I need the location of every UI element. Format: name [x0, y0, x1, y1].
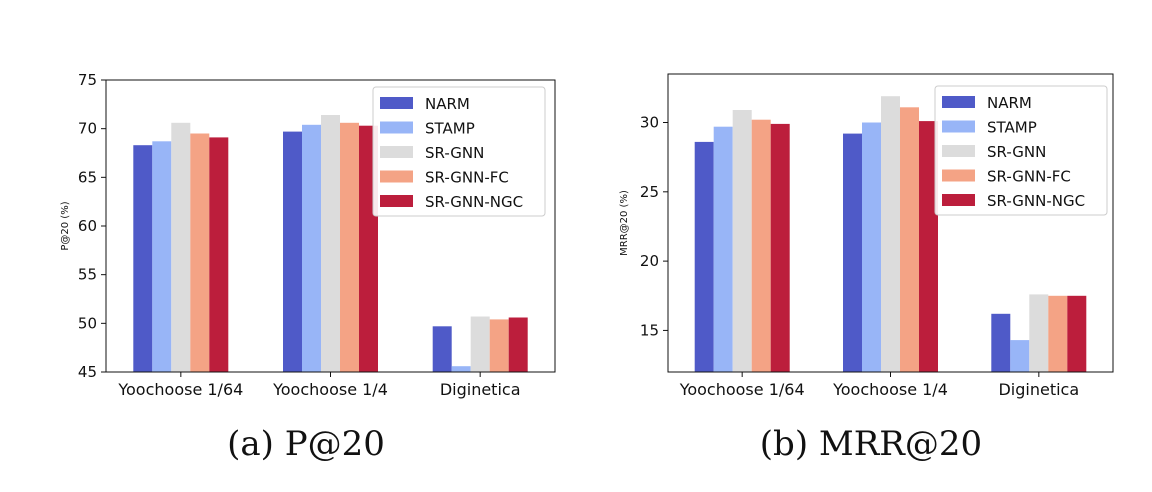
legend-swatch	[942, 145, 975, 157]
x-tick-label: Yoochoose 1/4	[272, 380, 388, 399]
y-axis-label: MRR@20 (%)	[619, 190, 630, 256]
legend-label: SR-GNN	[425, 144, 484, 162]
legend-box	[372, 86, 546, 217]
bar-stamp-2	[451, 366, 471, 372]
legend-swatch	[380, 170, 413, 183]
legend-swatch	[380, 97, 413, 109]
bar-sr-gnn-2	[1029, 294, 1049, 372]
bar-narm-0	[133, 145, 153, 372]
chart-mrr20: 15 20 25 30 Yoochoose 1/64 Yoochoose 1/4 Digin…	[619, 73, 1114, 464]
legend-box	[934, 85, 1108, 216]
x-tick-label: Diginetica	[998, 380, 1079, 399]
legend-swatch	[942, 194, 975, 206]
x-tick-label: Diginetica	[440, 380, 521, 399]
legend-swatch	[942, 96, 975, 108]
bar-sr-gnn-ngc-0	[209, 137, 229, 372]
y-tick-label: 45	[78, 363, 97, 381]
legend: NARM STAMP SR-GNN SR-GNN-FC SR-GNN-NGC	[934, 85, 1108, 216]
x-tick-label: Yoochoose 1/4	[832, 380, 948, 399]
legend-label: STAMP	[987, 119, 1037, 137]
bar-sr-gnn-fc-0	[190, 133, 210, 372]
legend-label: STAMP	[425, 120, 475, 138]
legend-label: SR-GNN-FC	[425, 169, 509, 187]
y-tick-label: 70	[78, 120, 97, 138]
bar-narm-1	[843, 133, 862, 372]
chart-caption: (b) MRR@20	[760, 424, 982, 464]
y-tick-label: 60	[78, 217, 97, 235]
y-tick-label: 25	[640, 183, 659, 201]
legend-label: SR-GNN-NGC	[425, 193, 523, 211]
bar-narm-0	[694, 141, 714, 372]
legend-label: SR-GNN	[987, 143, 1046, 161]
bar-sr-gnn-fc-1	[340, 122, 359, 372]
legend-swatch	[380, 146, 413, 158]
bar-sr-gnn-1	[881, 96, 900, 372]
bar-narm-2	[991, 313, 1011, 372]
y-axis-label: P@20 (%)	[60, 201, 71, 250]
y-tick-label: 30	[640, 114, 659, 132]
x-tick-label: Yoochoose 1/64	[117, 380, 243, 399]
legend-swatch	[380, 195, 413, 207]
legend-label: SR-GNN-FC	[987, 168, 1071, 186]
bar-sr-gnn-0	[732, 110, 752, 372]
y-tick-label: 50	[78, 314, 97, 332]
bar-sr-gnn-fc-0	[751, 119, 771, 372]
legend-label: NARM	[987, 94, 1032, 112]
bar-sr-gnn-ngc-2	[508, 317, 528, 372]
bar-sr-gnn-0	[171, 122, 191, 372]
bar-narm-1	[283, 131, 302, 372]
y-tick-label: 75	[78, 71, 97, 89]
bar-stamp-2	[1010, 340, 1030, 372]
x-tick-label: Yoochoose 1/64	[679, 380, 805, 399]
legend-swatch	[942, 120, 975, 133]
chart-caption: (a) P@20	[227, 424, 385, 464]
bar-sr-gnn-ngc-1	[919, 121, 938, 372]
bar-sr-gnn-fc-2	[1048, 295, 1068, 372]
bar-stamp-1	[302, 124, 321, 372]
bar-sr-gnn-ngc-0	[770, 123, 790, 373]
legend-label: SR-GNN-NGC	[987, 192, 1085, 210]
legend: NARM STAMP SR-GNN SR-GNN-FC SR-GNN-NGC	[372, 86, 546, 217]
legend-label: NARM	[425, 95, 470, 113]
bar-stamp-1	[862, 122, 881, 372]
bar-sr-gnn-fc-1	[900, 107, 919, 373]
y-tick-label: 15	[640, 321, 659, 339]
bar-narm-2	[432, 326, 452, 372]
bar-stamp-0	[152, 141, 172, 372]
bar-sr-gnn-ngc-2	[1067, 295, 1087, 372]
y-tick-label: 20	[640, 252, 659, 270]
bar-sr-gnn-1	[321, 115, 340, 372]
bar-sr-gnn-2	[470, 316, 490, 372]
y-tick-label: 65	[78, 168, 97, 186]
legend-swatch	[942, 169, 975, 182]
legend-swatch	[380, 121, 413, 134]
chart-p20: 45 50 55 60 65 70 75 Yoochoose 1/64 Yoochoose 1/…	[60, 71, 556, 464]
bar-stamp-0	[713, 126, 733, 372]
y-tick-label: 55	[78, 266, 97, 284]
bar-sr-gnn-fc-2	[489, 319, 509, 372]
